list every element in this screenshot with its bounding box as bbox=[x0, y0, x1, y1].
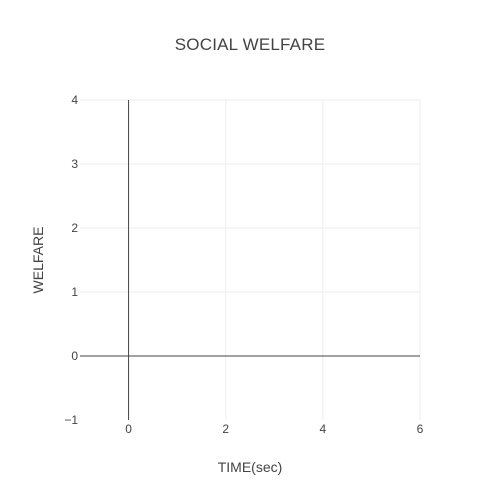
y-tick-label: 4 bbox=[71, 93, 78, 107]
y-tick-label: 1 bbox=[71, 285, 78, 299]
x-tick-label: 4 bbox=[320, 422, 327, 436]
x-tick-label: 0 bbox=[125, 422, 132, 436]
zero-lines bbox=[80, 100, 420, 420]
chart-title: SOCIAL WELFARE bbox=[175, 35, 326, 54]
x-axis-title: TIME(sec) bbox=[218, 459, 283, 475]
x-tick-label: 2 bbox=[222, 422, 229, 436]
y-axis-title: WELFARE bbox=[30, 227, 46, 294]
y-tick-label: 3 bbox=[71, 157, 78, 171]
y-tick-label: 2 bbox=[71, 221, 78, 235]
grid-lines bbox=[80, 99, 421, 420]
y-tick-label: −1 bbox=[64, 413, 78, 427]
x-tick-label: 6 bbox=[417, 422, 424, 436]
y-tick-label: 0 bbox=[71, 349, 78, 363]
tick-labels: 0 2 4 6 −1 0 1 2 3 4 bbox=[64, 93, 423, 436]
